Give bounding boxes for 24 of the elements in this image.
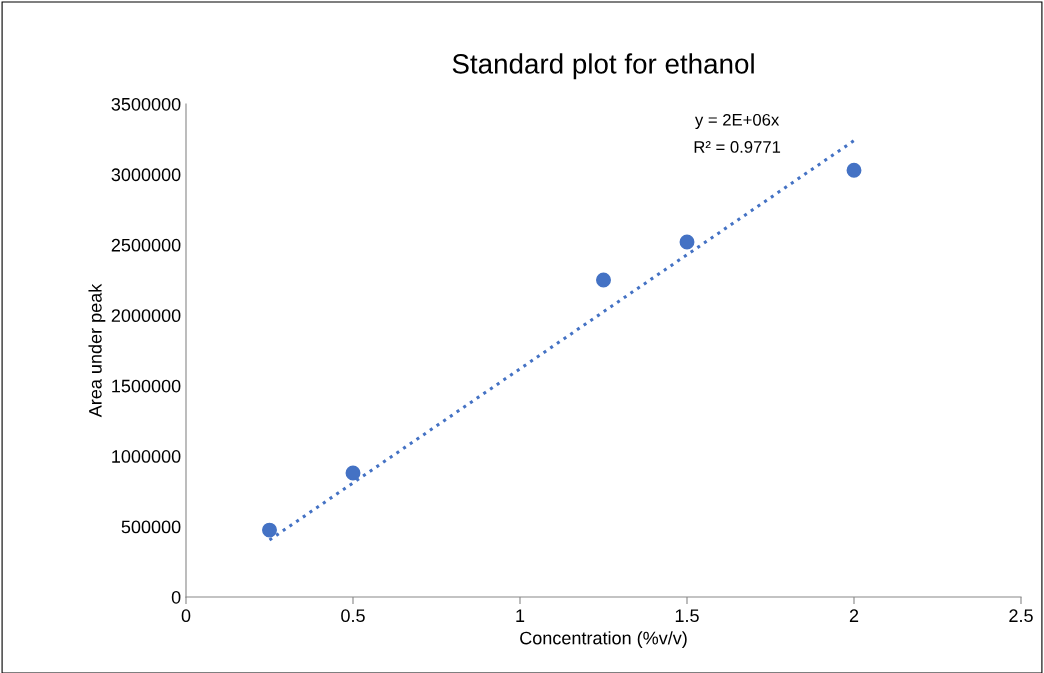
y-tick-label: 2000000: [111, 309, 181, 323]
point: [846, 162, 862, 178]
x-axis-title: Concentration (%v/v): [520, 631, 687, 649]
y-tick-label: 3500000: [111, 97, 181, 111]
x-tick-label: 1.5: [675, 609, 699, 623]
y-tick-label: 2500000: [111, 238, 181, 252]
y-tick-label: 1500000: [112, 379, 181, 393]
x-tick-label: 1: [516, 609, 525, 622]
annotation: y = 2E+06x: [694, 113, 780, 130]
chart-title: Standard plot for ethanol: [452, 53, 754, 80]
point: [596, 272, 611, 288]
annotation: R² = 0.9771: [694, 141, 781, 153]
point: [262, 522, 277, 538]
x-tick-label: 2.5: [1009, 609, 1033, 623]
y-tick-label: 0: [171, 590, 181, 604]
y-axis-title: Area under peak: [88, 283, 106, 418]
point: [679, 234, 695, 250]
x-tick-label: 0.5: [341, 609, 365, 623]
x-tick-label: 2: [849, 609, 859, 622]
x-tick-label: 0: [181, 609, 191, 623]
y-tick-label: 3000000: [111, 168, 181, 182]
y-tick-label: 500000: [121, 520, 181, 534]
y-tick-label: 1000000: [112, 450, 181, 463]
point: [345, 465, 361, 481]
